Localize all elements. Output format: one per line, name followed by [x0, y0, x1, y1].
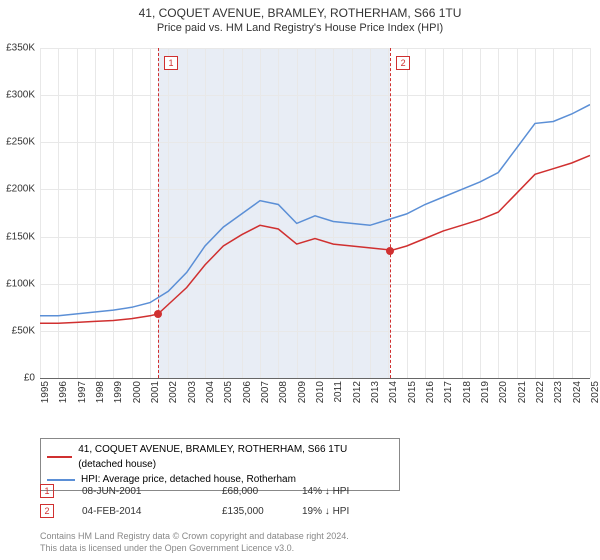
chart-title: 41, COQUET AVENUE, BRAMLEY, ROTHERHAM, S… [0, 0, 600, 20]
transaction-row: 1 08-JUN-2001 £68,000 14% ↓ HPI [40, 484, 590, 498]
x-axis-label: 2024 [572, 381, 583, 403]
x-axis-label: 2006 [242, 381, 253, 403]
chart-container: 41, COQUET AVENUE, BRAMLEY, ROTHERHAM, S… [0, 0, 600, 560]
chart-subtitle: Price paid vs. HM Land Registry's House … [0, 20, 600, 34]
y-axis-label: £350K [6, 43, 35, 54]
y-axis-label: £0 [24, 373, 35, 384]
x-axis-label: 2025 [590, 381, 600, 403]
x-axis-label: 2003 [187, 381, 198, 403]
marker-box: 2 [396, 56, 410, 70]
transaction-date: 08-JUN-2001 [82, 486, 222, 497]
y-axis-label: £50K [12, 325, 35, 336]
x-axis-label: 2015 [407, 381, 418, 403]
y-axis-label: £200K [6, 184, 35, 195]
footer: Contains HM Land Registry data © Crown c… [40, 530, 349, 554]
x-axis-label: 1996 [58, 381, 69, 403]
x-axis-label: 2020 [498, 381, 509, 403]
series-line-hpi [40, 105, 590, 316]
transaction-price: £135,000 [222, 506, 302, 517]
legend-swatch [47, 456, 72, 458]
legend-label: 41, COQUET AVENUE, BRAMLEY, ROTHERHAM, S… [78, 442, 393, 472]
x-axis-label: 1995 [40, 381, 51, 403]
x-axis-label: 2005 [223, 381, 234, 403]
transaction-diff: 19% ↓ HPI [302, 506, 402, 517]
marker-dot [154, 310, 162, 318]
x-axis-label: 2014 [388, 381, 399, 403]
x-axis [40, 378, 590, 379]
x-axis-label: 2000 [132, 381, 143, 403]
transaction-diff: 14% ↓ HPI [302, 486, 402, 497]
marker-box: 1 [164, 56, 178, 70]
y-axis-label: £300K [6, 90, 35, 101]
transaction-date: 04-FEB-2014 [82, 506, 222, 517]
y-axis-label: £150K [6, 231, 35, 242]
chart-area: £0£50K£100K£150K£200K£250K£300K£350K1995… [40, 48, 590, 403]
legend-item: 41, COQUET AVENUE, BRAMLEY, ROTHERHAM, S… [47, 442, 393, 472]
x-axis-label: 2001 [150, 381, 161, 403]
x-axis-label: 2002 [168, 381, 179, 403]
transaction-marker-box: 2 [40, 504, 54, 518]
x-axis-label: 2010 [315, 381, 326, 403]
x-axis-label: 1999 [113, 381, 124, 403]
x-axis-label: 2022 [535, 381, 546, 403]
transaction-row: 2 04-FEB-2014 £135,000 19% ↓ HPI [40, 504, 590, 518]
x-axis-label: 2017 [443, 381, 454, 403]
y-axis-label: £250K [6, 137, 35, 148]
x-axis-label: 2009 [297, 381, 308, 403]
footer-line: This data is licensed under the Open Gov… [40, 542, 349, 554]
y-axis-label: £100K [6, 278, 35, 289]
x-axis-label: 2019 [480, 381, 491, 403]
x-axis-label: 2018 [462, 381, 473, 403]
gridline-v [590, 48, 591, 378]
x-axis-label: 2007 [260, 381, 271, 403]
x-axis-label: 2013 [370, 381, 381, 403]
x-axis-label: 2016 [425, 381, 436, 403]
x-axis-label: 1997 [77, 381, 88, 403]
x-axis-label: 2023 [553, 381, 564, 403]
legend-swatch [47, 479, 75, 481]
transaction-marker-box: 1 [40, 484, 54, 498]
series-line-price_paid [40, 156, 590, 324]
marker-dot [386, 247, 394, 255]
x-axis-label: 2012 [352, 381, 363, 403]
x-axis-label: 2004 [205, 381, 216, 403]
x-axis-label: 2021 [517, 381, 528, 403]
transaction-price: £68,000 [222, 486, 302, 497]
x-axis-label: 2008 [278, 381, 289, 403]
footer-line: Contains HM Land Registry data © Crown c… [40, 530, 349, 542]
x-axis-label: 1998 [95, 381, 106, 403]
plot-region: £0£50K£100K£150K£200K£250K£300K£350K1995… [40, 48, 590, 378]
x-axis-label: 2011 [333, 381, 344, 403]
line-layer [40, 48, 590, 378]
